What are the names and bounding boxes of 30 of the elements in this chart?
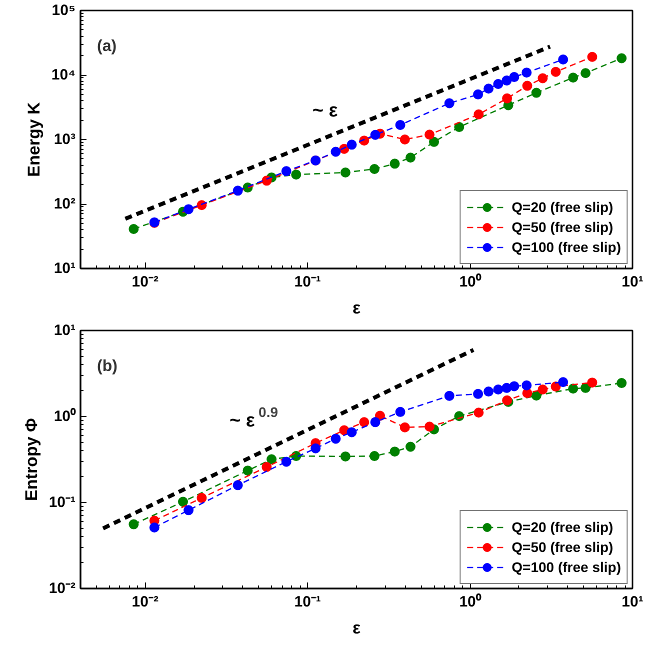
legend-label: Q=20 (free slip)	[512, 518, 614, 536]
x-tick-label: 10⁻²	[132, 274, 158, 290]
legend-label: Q=50 (free slip)	[512, 538, 614, 556]
y-axis-title: Energy K	[24, 101, 44, 177]
annotation: (a)	[97, 38, 117, 56]
y-tick-label: 10¹	[54, 322, 76, 339]
legend-label: Q=50 (free slip)	[512, 218, 614, 236]
y-tick-label: 10⁻¹	[48, 494, 76, 511]
y-axis-title: Entropy Φ	[22, 418, 41, 501]
y-tick-label: 10⁴	[51, 66, 76, 84]
x-tick-label: 10⁰	[459, 272, 482, 290]
x-axis-title: ε	[352, 298, 361, 318]
x-tick-label: 10⁻¹	[294, 594, 321, 610]
legend-label: Q=100 (free slip)	[512, 238, 621, 256]
y-tick-label: 10⁵	[52, 2, 76, 19]
y-tick-label: 10³	[54, 131, 76, 148]
y-tick-label: 10¹	[54, 260, 76, 277]
x-tick-label: 10¹	[622, 594, 644, 610]
x-tick-label: 10¹	[622, 274, 644, 290]
x-axis-title: ε	[352, 618, 361, 638]
annotation: (b)	[97, 358, 118, 376]
legend-label: Q=20 (free slip)	[512, 198, 614, 216]
y-tick-label: 10²	[54, 196, 76, 212]
y-tick-label: 10⁰	[54, 407, 76, 425]
annotation: ~ ε	[312, 100, 338, 122]
legend-label: Q=100 (free slip)	[512, 558, 621, 576]
x-tick-label: 10⁻²	[132, 594, 158, 610]
x-tick-label: 10⁻¹	[294, 274, 321, 290]
y-tick-label: 10⁻²	[48, 580, 76, 597]
x-tick-label: 10⁰	[459, 592, 482, 610]
